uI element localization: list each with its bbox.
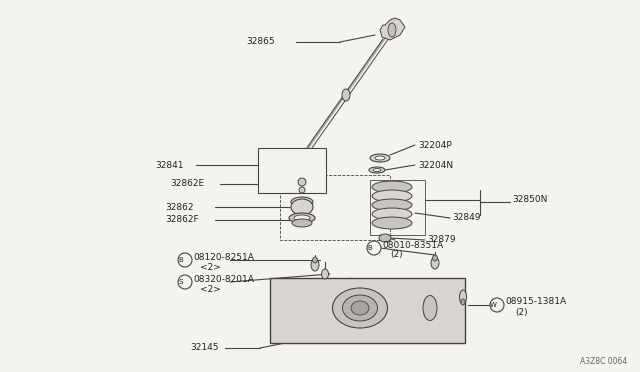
Text: 08320-8201A: 08320-8201A bbox=[193, 275, 254, 283]
Bar bbox=[370, 180, 425, 235]
Bar bbox=[270, 278, 465, 343]
Text: 32850N: 32850N bbox=[512, 196, 547, 205]
Text: 32145: 32145 bbox=[190, 343, 218, 353]
Text: W: W bbox=[490, 302, 497, 308]
Text: 32841: 32841 bbox=[155, 160, 184, 170]
Ellipse shape bbox=[423, 295, 437, 321]
Circle shape bbox=[178, 275, 192, 289]
Ellipse shape bbox=[291, 197, 313, 207]
Ellipse shape bbox=[369, 167, 385, 173]
Text: (2): (2) bbox=[515, 308, 527, 317]
Text: 08915-1381A: 08915-1381A bbox=[505, 298, 566, 307]
Ellipse shape bbox=[351, 301, 369, 315]
Text: 32862F: 32862F bbox=[165, 215, 198, 224]
Text: 32865: 32865 bbox=[246, 38, 275, 46]
Ellipse shape bbox=[291, 199, 313, 215]
Circle shape bbox=[367, 241, 381, 255]
Bar bbox=[258, 148, 326, 193]
Text: 32849: 32849 bbox=[452, 214, 481, 222]
Ellipse shape bbox=[342, 89, 350, 101]
Text: 08120-8251A: 08120-8251A bbox=[193, 253, 254, 262]
Circle shape bbox=[299, 187, 305, 193]
Circle shape bbox=[490, 298, 504, 312]
Ellipse shape bbox=[431, 257, 439, 269]
Text: 32879: 32879 bbox=[427, 235, 456, 244]
Text: B: B bbox=[179, 257, 184, 263]
Ellipse shape bbox=[373, 169, 381, 171]
Ellipse shape bbox=[372, 217, 412, 229]
Ellipse shape bbox=[294, 215, 310, 221]
Text: A3Z8C 0064: A3Z8C 0064 bbox=[580, 357, 627, 366]
Ellipse shape bbox=[461, 299, 465, 305]
Ellipse shape bbox=[375, 156, 385, 160]
Ellipse shape bbox=[312, 257, 317, 263]
Text: 32204N: 32204N bbox=[418, 160, 453, 170]
Ellipse shape bbox=[460, 290, 467, 304]
Text: B: B bbox=[367, 245, 372, 251]
Ellipse shape bbox=[321, 269, 328, 279]
Ellipse shape bbox=[379, 234, 391, 242]
Polygon shape bbox=[380, 18, 405, 40]
Ellipse shape bbox=[333, 288, 387, 328]
Ellipse shape bbox=[372, 190, 412, 202]
Text: (2): (2) bbox=[390, 250, 403, 260]
Ellipse shape bbox=[372, 208, 412, 220]
Ellipse shape bbox=[370, 154, 390, 162]
Ellipse shape bbox=[311, 259, 319, 271]
Bar bbox=[280, 175, 390, 240]
Ellipse shape bbox=[372, 181, 412, 193]
Ellipse shape bbox=[289, 213, 315, 223]
Text: 32862: 32862 bbox=[165, 202, 193, 212]
Ellipse shape bbox=[292, 219, 312, 227]
Circle shape bbox=[178, 253, 192, 267]
Ellipse shape bbox=[372, 199, 412, 211]
Text: 08010-8351A: 08010-8351A bbox=[382, 241, 443, 250]
Text: 32862E: 32862E bbox=[170, 180, 204, 189]
Text: <2>: <2> bbox=[200, 285, 221, 294]
Ellipse shape bbox=[433, 255, 438, 261]
Text: S: S bbox=[179, 279, 183, 285]
Text: <2>: <2> bbox=[200, 263, 221, 272]
Circle shape bbox=[298, 178, 306, 186]
Ellipse shape bbox=[388, 23, 396, 37]
Text: 32204P: 32204P bbox=[418, 141, 452, 150]
Ellipse shape bbox=[342, 295, 378, 321]
